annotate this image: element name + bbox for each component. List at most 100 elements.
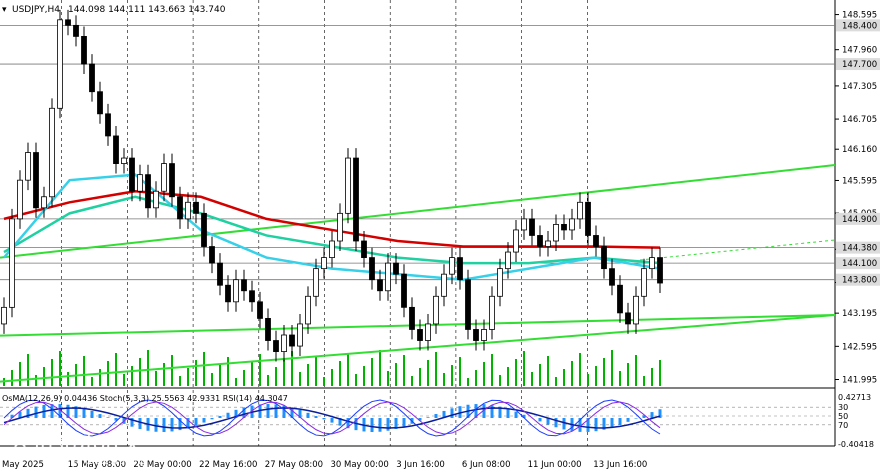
candle-bull <box>1 306 7 325</box>
candle-bear <box>225 284 231 303</box>
time-label: 27 May 08:00 <box>265 460 323 470</box>
time-label: 13 Jun 16:00 <box>593 460 647 470</box>
candle-bear <box>457 257 463 281</box>
candle-bear <box>657 257 663 284</box>
level-tag-label: 144.380 <box>842 244 877 254</box>
candle-bear <box>265 318 271 341</box>
time-label: May 2025 <box>2 460 44 470</box>
candle-bull <box>345 157 351 214</box>
candle-bull <box>281 334 287 352</box>
candle-bull <box>233 279 239 303</box>
candle-bear <box>601 246 607 270</box>
candle-bear <box>561 224 567 231</box>
candle-bear <box>241 279 247 292</box>
ohlc-values: 144.098 144.111 143.663 143.740 <box>68 5 226 15</box>
candle-bull <box>329 240 335 258</box>
candle-bear <box>537 235 543 247</box>
candle-bull <box>25 152 31 181</box>
price-label: 141.995 <box>842 376 877 386</box>
candle-bear <box>353 157 359 242</box>
price-label: 145.595 <box>842 176 877 186</box>
trend-line <box>0 164 836 259</box>
level-tag <box>836 241 880 254</box>
candle-bull <box>153 190 159 209</box>
candle-bear <box>529 218 535 236</box>
candle-bear <box>585 201 591 236</box>
candle-bull <box>481 329 487 341</box>
indicator-scale-top: 0.42713 <box>838 393 871 402</box>
time-label: 11 Jun 00:00 <box>528 460 582 470</box>
candle-bear <box>249 290 255 303</box>
price-label: 143.195 <box>842 309 877 319</box>
candle-bull <box>553 224 559 242</box>
candle-bull <box>385 262 391 292</box>
candle-bear <box>169 163 175 198</box>
candle-bear <box>273 340 279 352</box>
candle-bear <box>129 157 135 192</box>
candle-bear <box>201 212 207 247</box>
header-triangle-icon: ▾ <box>2 5 7 15</box>
price-label: 147.305 <box>842 82 877 92</box>
candle-bear <box>473 329 479 341</box>
candle-bear <box>393 262 399 275</box>
candle-bull <box>313 268 319 297</box>
level-tag-label: 144.900 <box>842 215 877 225</box>
level-tag <box>836 58 880 71</box>
price-label: 147.960 <box>842 46 877 56</box>
candle-bear <box>73 24 79 37</box>
candle-bull <box>641 268 647 297</box>
oscillator-level-label: 30 <box>838 403 848 412</box>
price-level-tags: 148.400 147.700 144.900 144.380 144.100 143.8… <box>836 19 880 286</box>
candle-bear <box>593 235 599 247</box>
trend-line <box>0 314 836 337</box>
watermark-tagline: Instant Forex Trading <box>42 456 147 467</box>
trend-channel-lines <box>0 164 836 383</box>
trend-line <box>0 314 836 383</box>
candle-bear <box>145 174 151 209</box>
candle-bear <box>465 279 471 330</box>
watermark-brand: instaforex <box>34 431 139 455</box>
candle-bull <box>521 218 527 231</box>
price-label: 148.595 <box>842 11 877 21</box>
instaforex-logo: instaforex Instant Forex Trading <box>10 430 147 467</box>
indicator-scale-bottom: -0.40418 <box>838 440 874 449</box>
level-tag <box>836 273 880 286</box>
candle-bear <box>97 91 103 115</box>
level-tag-label: 144.100 <box>842 259 877 269</box>
level-tag-label: 148.400 <box>842 21 877 31</box>
candle-bull <box>57 19 63 109</box>
candle-bear <box>417 329 423 341</box>
horizontal-levels <box>0 24 835 281</box>
candle-bear <box>81 36 87 65</box>
candle-bear <box>89 63 95 93</box>
candle-bear <box>105 113 111 137</box>
candle-bear <box>609 268 615 286</box>
time-axis: May 2025 15 May 08:00 20 May 00:00 22 May 1… <box>2 460 647 470</box>
candle-bull <box>513 229 519 253</box>
candle-bear <box>401 273 407 308</box>
candle-bear <box>33 152 39 209</box>
candle-bull <box>9 218 15 308</box>
candle-bear <box>361 240 367 258</box>
candle-bull <box>121 157 127 164</box>
candle-bear <box>217 262 223 286</box>
stoch-signal-line <box>3 401 661 435</box>
candle-bull <box>497 268 503 297</box>
osma-signal-line <box>3 407 661 429</box>
price-label: 146.160 <box>842 145 877 155</box>
symbol-timeframe: USDJPY,H4 <box>12 5 60 15</box>
candle-bull <box>441 273 447 297</box>
time-label: 15 May 08:00 <box>68 460 126 470</box>
candle-bull <box>545 240 551 247</box>
time-label: 20 May 00:00 <box>133 460 191 470</box>
candle-bear <box>209 246 215 264</box>
candle-bull <box>161 163 167 192</box>
candle-bull <box>449 257 455 275</box>
candle-bull <box>577 201 583 220</box>
candle-bull <box>49 107 55 198</box>
volume-bars <box>3 350 661 386</box>
oscillator-level-label: 70 <box>838 421 848 430</box>
candle-bull <box>297 323 303 347</box>
candle-bull <box>137 174 143 192</box>
